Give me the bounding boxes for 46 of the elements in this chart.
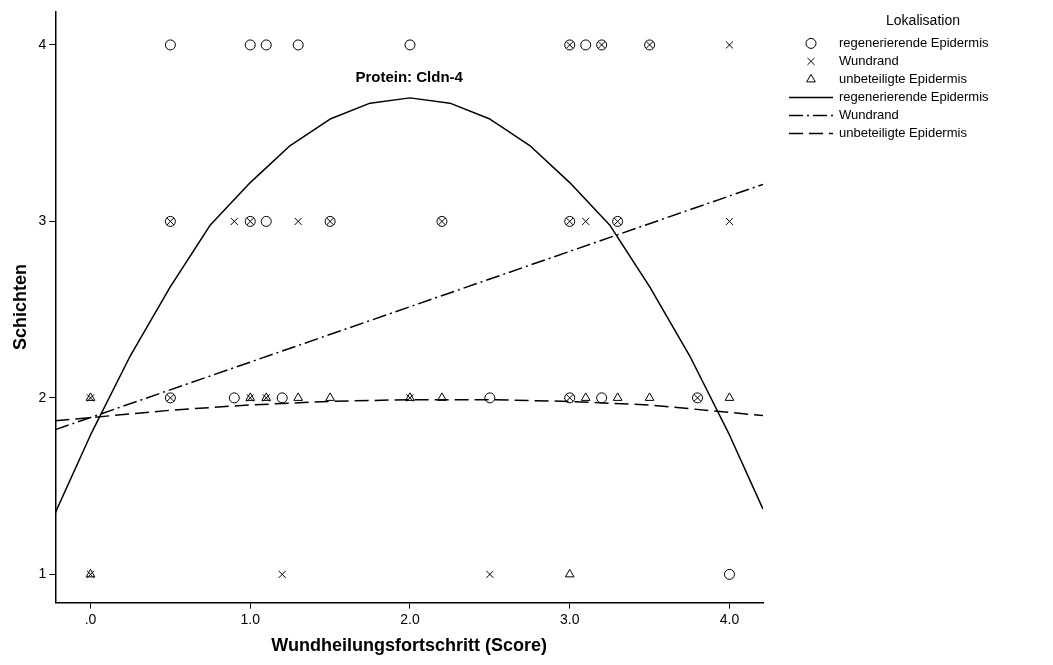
point bbox=[644, 392, 655, 401]
point bbox=[484, 392, 496, 404]
point bbox=[725, 40, 734, 49]
point bbox=[278, 570, 287, 579]
point bbox=[724, 392, 735, 401]
point bbox=[293, 392, 304, 401]
legend-label: Wundrand bbox=[839, 52, 899, 68]
x-tick-label: 1.0 bbox=[240, 610, 261, 627]
point bbox=[325, 392, 335, 401]
y-axis-title: Schichten bbox=[9, 263, 30, 351]
point bbox=[580, 39, 592, 51]
point bbox=[292, 39, 304, 51]
text: Protein: Cldn-4 bbox=[355, 67, 464, 85]
y-tick-label: 2 bbox=[38, 388, 47, 405]
point bbox=[228, 392, 240, 404]
x-tick-label: .0 bbox=[84, 610, 97, 627]
point bbox=[276, 392, 288, 404]
point bbox=[723, 568, 735, 580]
point bbox=[164, 39, 176, 51]
legend-title: Lokalisation bbox=[886, 12, 960, 29]
point bbox=[260, 39, 272, 51]
point bbox=[437, 392, 447, 401]
point bbox=[404, 39, 416, 51]
point bbox=[244, 39, 256, 51]
legend-label: regenerierende Epidermis bbox=[839, 88, 990, 104]
point bbox=[580, 392, 591, 401]
point bbox=[294, 217, 303, 226]
x-tick-label: 2.0 bbox=[400, 610, 420, 627]
point bbox=[725, 217, 734, 226]
point bbox=[564, 568, 575, 578]
point bbox=[596, 392, 608, 404]
point bbox=[260, 215, 272, 227]
point bbox=[230, 217, 239, 226]
x-tick-label: 3.0 bbox=[559, 610, 580, 627]
point bbox=[485, 570, 494, 579]
y-tick-label: 1 bbox=[38, 565, 47, 582]
legend-label: unbeteiligte Epidermis bbox=[839, 124, 968, 140]
point bbox=[581, 217, 590, 226]
legend-label: Wundrand bbox=[839, 106, 899, 122]
legend-label: unbeteiligte Epidermis bbox=[839, 70, 968, 86]
x-tick-label: 4.0 bbox=[719, 610, 740, 627]
point bbox=[612, 392, 623, 401]
legend-label: regenerierende Epidermis bbox=[839, 34, 990, 50]
x-axis-title: Wundheilungsfortschritt (Score) bbox=[271, 635, 548, 656]
y-tick-label: 3 bbox=[38, 212, 47, 229]
y-tick-label: 4 bbox=[38, 35, 47, 52]
